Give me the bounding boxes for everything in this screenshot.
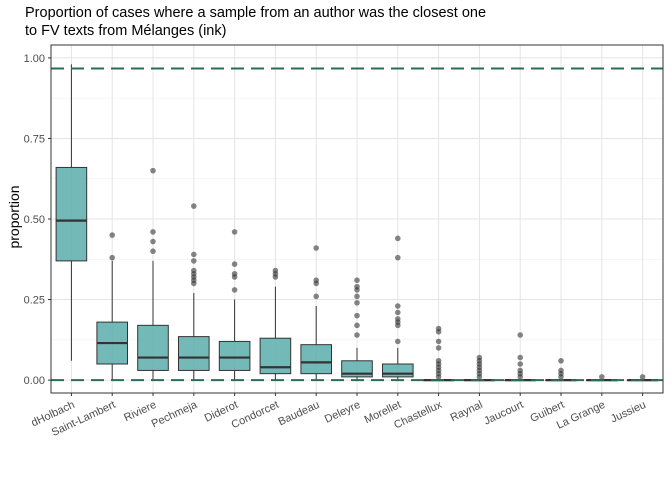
outlier-point (150, 229, 156, 235)
box-iqr (259, 337, 292, 375)
chart-title-line-2: to FV texts from Mélanges (ink) (25, 23, 226, 39)
outlier-point (354, 293, 360, 300)
outlier-point (476, 354, 483, 361)
outlier-point (354, 277, 360, 284)
chart-title-line-1: Proportion of cases where a sample from … (25, 5, 486, 21)
box-iqr (218, 340, 251, 371)
outlier-point (150, 167, 156, 174)
outlier-point (395, 309, 401, 316)
outlier-point (191, 267, 197, 274)
outlier-point (435, 357, 442, 364)
box-raynal (463, 354, 496, 382)
outlier-point (395, 316, 401, 322)
outlier-point (231, 229, 238, 235)
outlier-point (435, 325, 442, 332)
box-iqr (137, 324, 169, 371)
outlier-point (395, 338, 401, 345)
outlier-point (354, 299, 360, 306)
outlier-point (435, 345, 442, 351)
y-tick-label: 0.75 (24, 133, 45, 145)
box-iqr (382, 363, 414, 378)
outlier-point (109, 254, 115, 261)
outlier-point (191, 258, 197, 264)
box-iqr (178, 336, 210, 371)
outlier-point (231, 270, 238, 277)
outlier-point (395, 235, 401, 242)
outlier-point (231, 261, 238, 267)
outlier-point (599, 374, 605, 380)
box-iqr (300, 344, 332, 375)
outlier-point (639, 374, 646, 380)
outlier-point (354, 312, 360, 319)
outlier-point (109, 232, 115, 238)
box-saint-lambert (96, 232, 129, 381)
outlier-point (272, 267, 279, 274)
outlier-point (313, 277, 320, 284)
box-iqr (55, 166, 88, 262)
outlier-point (313, 245, 320, 251)
outlier-point (191, 203, 197, 209)
box-morellet (382, 235, 414, 381)
outlier-point (395, 254, 401, 261)
outlier-point (191, 251, 197, 258)
y-tick-label: 1.00 (24, 53, 45, 65)
box-riviere (137, 167, 169, 381)
outlier-point (517, 354, 523, 361)
outlier-point (435, 338, 442, 345)
box-baudeau (300, 245, 332, 381)
box-condorcet (259, 267, 292, 381)
y-tick-label: 0.50 (24, 214, 45, 226)
y-axis-title: proportion (6, 185, 22, 248)
outlier-point (395, 303, 401, 309)
outlier-point (517, 332, 523, 338)
box-deleyre (341, 277, 373, 381)
outlier-point (150, 248, 156, 255)
outlier-point (313, 293, 320, 300)
box-pechmeja (178, 203, 210, 381)
y-tick-label: 0.00 (24, 375, 45, 387)
outlier-point (150, 238, 156, 245)
outlier-point (558, 357, 564, 364)
outlier-point (354, 283, 360, 290)
box-diderot (218, 229, 251, 381)
outlier-point (517, 361, 523, 367)
outlier-point (354, 332, 360, 338)
outlier-point (517, 367, 523, 374)
box-chastellux (422, 325, 455, 382)
y-tick-label: 0.25 (24, 295, 45, 307)
box-dholbach (55, 64, 88, 361)
outlier-point (354, 322, 360, 329)
outlier-point (558, 367, 564, 374)
outlier-point (231, 287, 238, 293)
